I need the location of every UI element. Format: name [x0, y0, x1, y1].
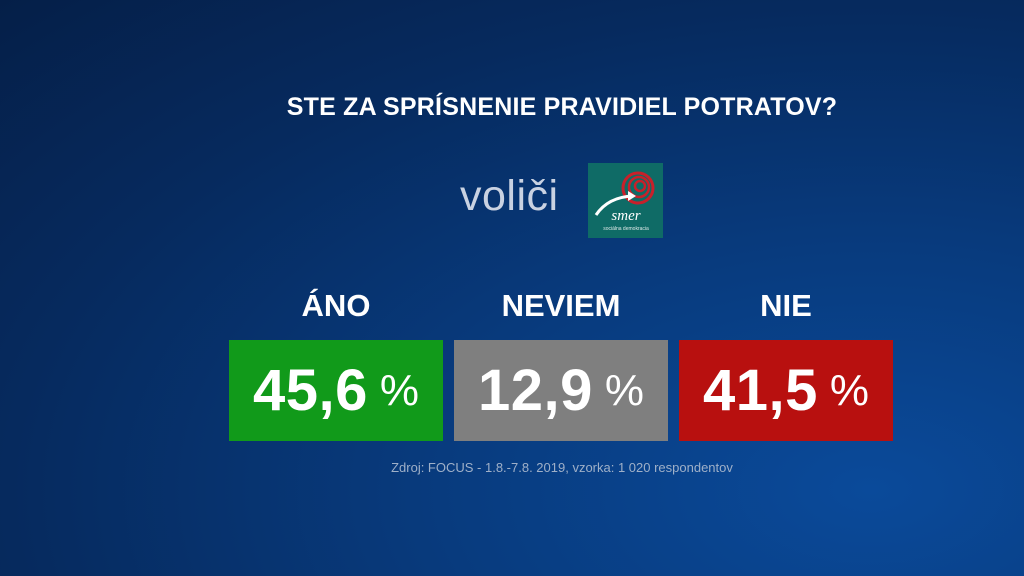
rose-logo-icon: smer sociálna demokracia: [594, 171, 655, 232]
logo-wordmark: smer: [611, 208, 640, 224]
percent-sign: %: [604, 365, 644, 415]
category-label-ano: ÁNO: [301, 288, 371, 323]
chart-title: STE ZA SPRÍSNENIE PRAVIDIEL POTRATOV?: [286, 93, 838, 121]
value-neviem: 12,9: [477, 358, 593, 423]
category-label-nie: NIE: [760, 288, 812, 323]
value-ano: 45,6: [252, 358, 368, 423]
percent-sign: %: [829, 365, 869, 415]
value-box-neviem: 12,9 %: [454, 340, 668, 441]
value-box-nie: 41,5 %: [679, 340, 893, 441]
smer-logo: smer sociálna demokracia: [588, 163, 663, 238]
percent-sign: %: [379, 365, 419, 415]
logo-tagline: sociálna demokracia: [603, 226, 649, 232]
source-note: Zdroj: FOCUS - 1.8.-7.8. 2019, vzorka: 1…: [391, 460, 733, 475]
value-nie: 41,5: [702, 358, 818, 423]
subtitle-voters: voliči: [460, 172, 559, 220]
category-label-neviem: NEVIEM: [501, 288, 621, 323]
value-box-ano: 45,6 %: [229, 340, 443, 441]
